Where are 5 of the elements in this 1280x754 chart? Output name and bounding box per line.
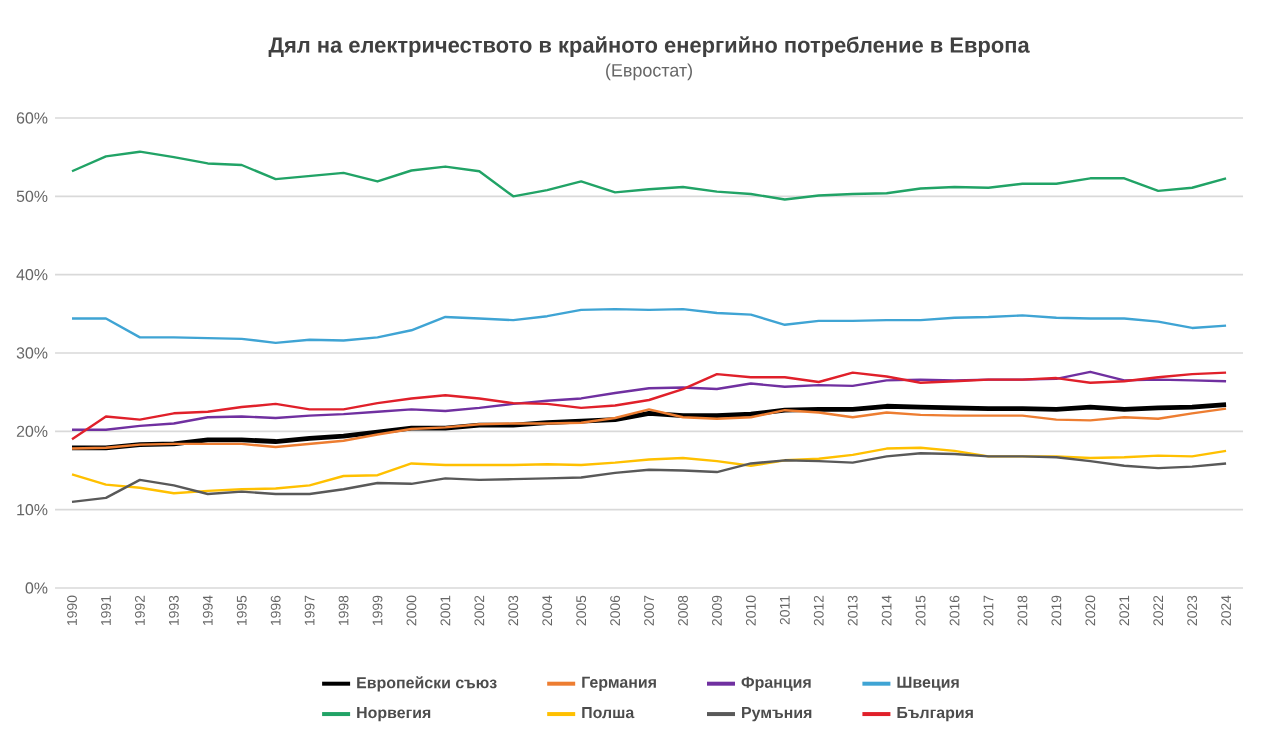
chart-title: Дял на електричеството в крайното енергийно потребление в Европа — [268, 36, 1030, 58]
line-series — [70, 370, 1228, 431]
line-series — [70, 371, 1228, 441]
chart-subtitle: (Евростат) — [606, 63, 692, 81]
line-series — [70, 452, 1228, 504]
